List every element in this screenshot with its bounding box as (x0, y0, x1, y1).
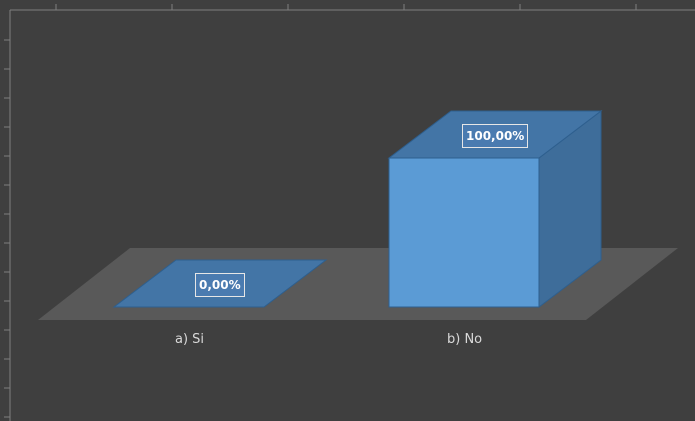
category-label: b) No (447, 332, 483, 347)
top-ticks (55, 4, 637, 10)
data-label: 100,00% (462, 124, 529, 148)
left-ticks (4, 39, 10, 418)
data-label: 0,00% (195, 273, 245, 297)
category-label: a) Si (175, 332, 205, 347)
bar-front-1 (388, 157, 540, 308)
